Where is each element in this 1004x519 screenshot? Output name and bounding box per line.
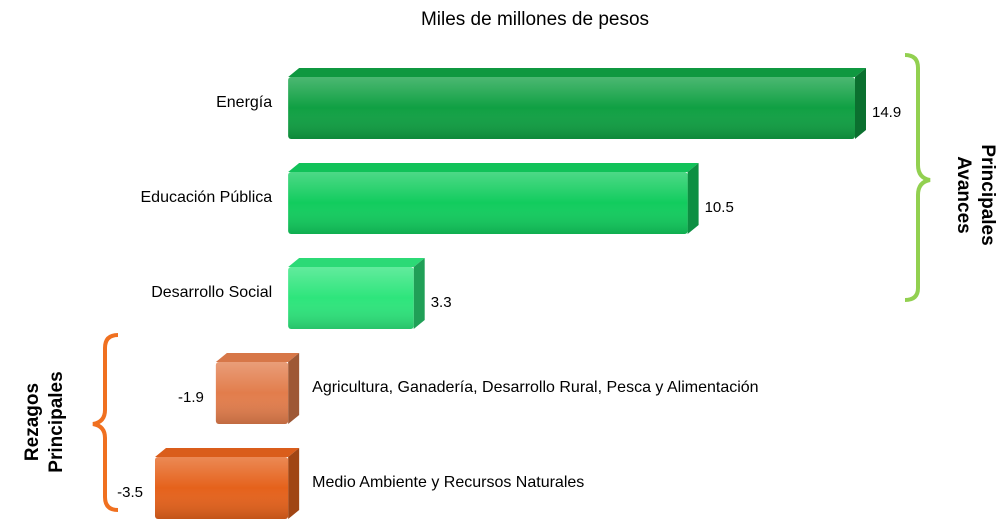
bracket-avances: [904, 53, 931, 302]
bar-side: [413, 258, 425, 329]
value-label: 10.5: [705, 199, 734, 216]
bar-top: [288, 68, 866, 77]
annotation-line: Principales: [977, 144, 998, 245]
value-label: -3.5: [117, 484, 143, 501]
value-label: 3.3: [431, 294, 452, 311]
value-label: 14.9: [872, 104, 901, 121]
bar-shade: [155, 457, 289, 519]
annotation-line: Rezagos: [22, 383, 43, 461]
bar-side: [855, 68, 866, 139]
category-label: Energía: [216, 94, 272, 111]
chart-title: Miles de millones de pesos: [421, 9, 649, 30]
annotation-line: Principales: [46, 371, 67, 472]
category-label: Educación Pública: [141, 189, 273, 206]
bar-side: [288, 448, 300, 519]
value-label: -1.9: [178, 389, 204, 406]
bar-top: [288, 163, 699, 172]
bracket-rezagos: [92, 333, 119, 512]
bar-shade: [215, 362, 289, 424]
annotation-line: Avances: [953, 156, 974, 233]
bar-side: [288, 353, 300, 424]
category-label: Medio Ambiente y Recursos Naturales: [312, 474, 584, 491]
bar-top: [155, 448, 300, 457]
bar-shade: [288, 267, 414, 329]
bar-shade: [288, 172, 688, 234]
category-label: Agricultura, Ganadería, Desarrollo Rural…: [312, 379, 758, 396]
bar-side: [687, 163, 699, 234]
bar-top: [215, 353, 300, 362]
category-label: Desarrollo Social: [151, 284, 272, 301]
bar-shade: [288, 77, 855, 139]
bar-top: [288, 258, 425, 267]
